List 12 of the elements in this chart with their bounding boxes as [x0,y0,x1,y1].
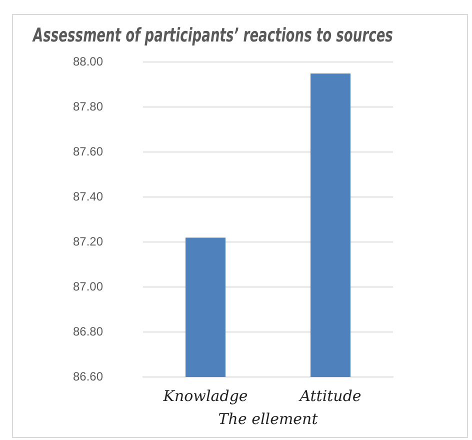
chart-title: Assessment of participants’ reactions to sources [31,24,394,46]
y-tick-label: 88.00 [73,54,104,69]
x-axis-title: The ellement [218,410,319,428]
y-tick-label: 87.40 [73,189,104,204]
x-tick-label: Attitude [298,386,362,405]
y-tick-label: 87.80 [73,99,104,114]
y-tick-label: 86.60 [73,369,104,384]
y-tick-label: 87.60 [73,144,104,158]
y-tick-label: 87.20 [73,234,104,248]
x-tick-label: Knowladge [162,386,248,405]
y-tick-label: 86.80 [73,324,104,338]
y-tick-label: 87.00 [73,279,104,294]
